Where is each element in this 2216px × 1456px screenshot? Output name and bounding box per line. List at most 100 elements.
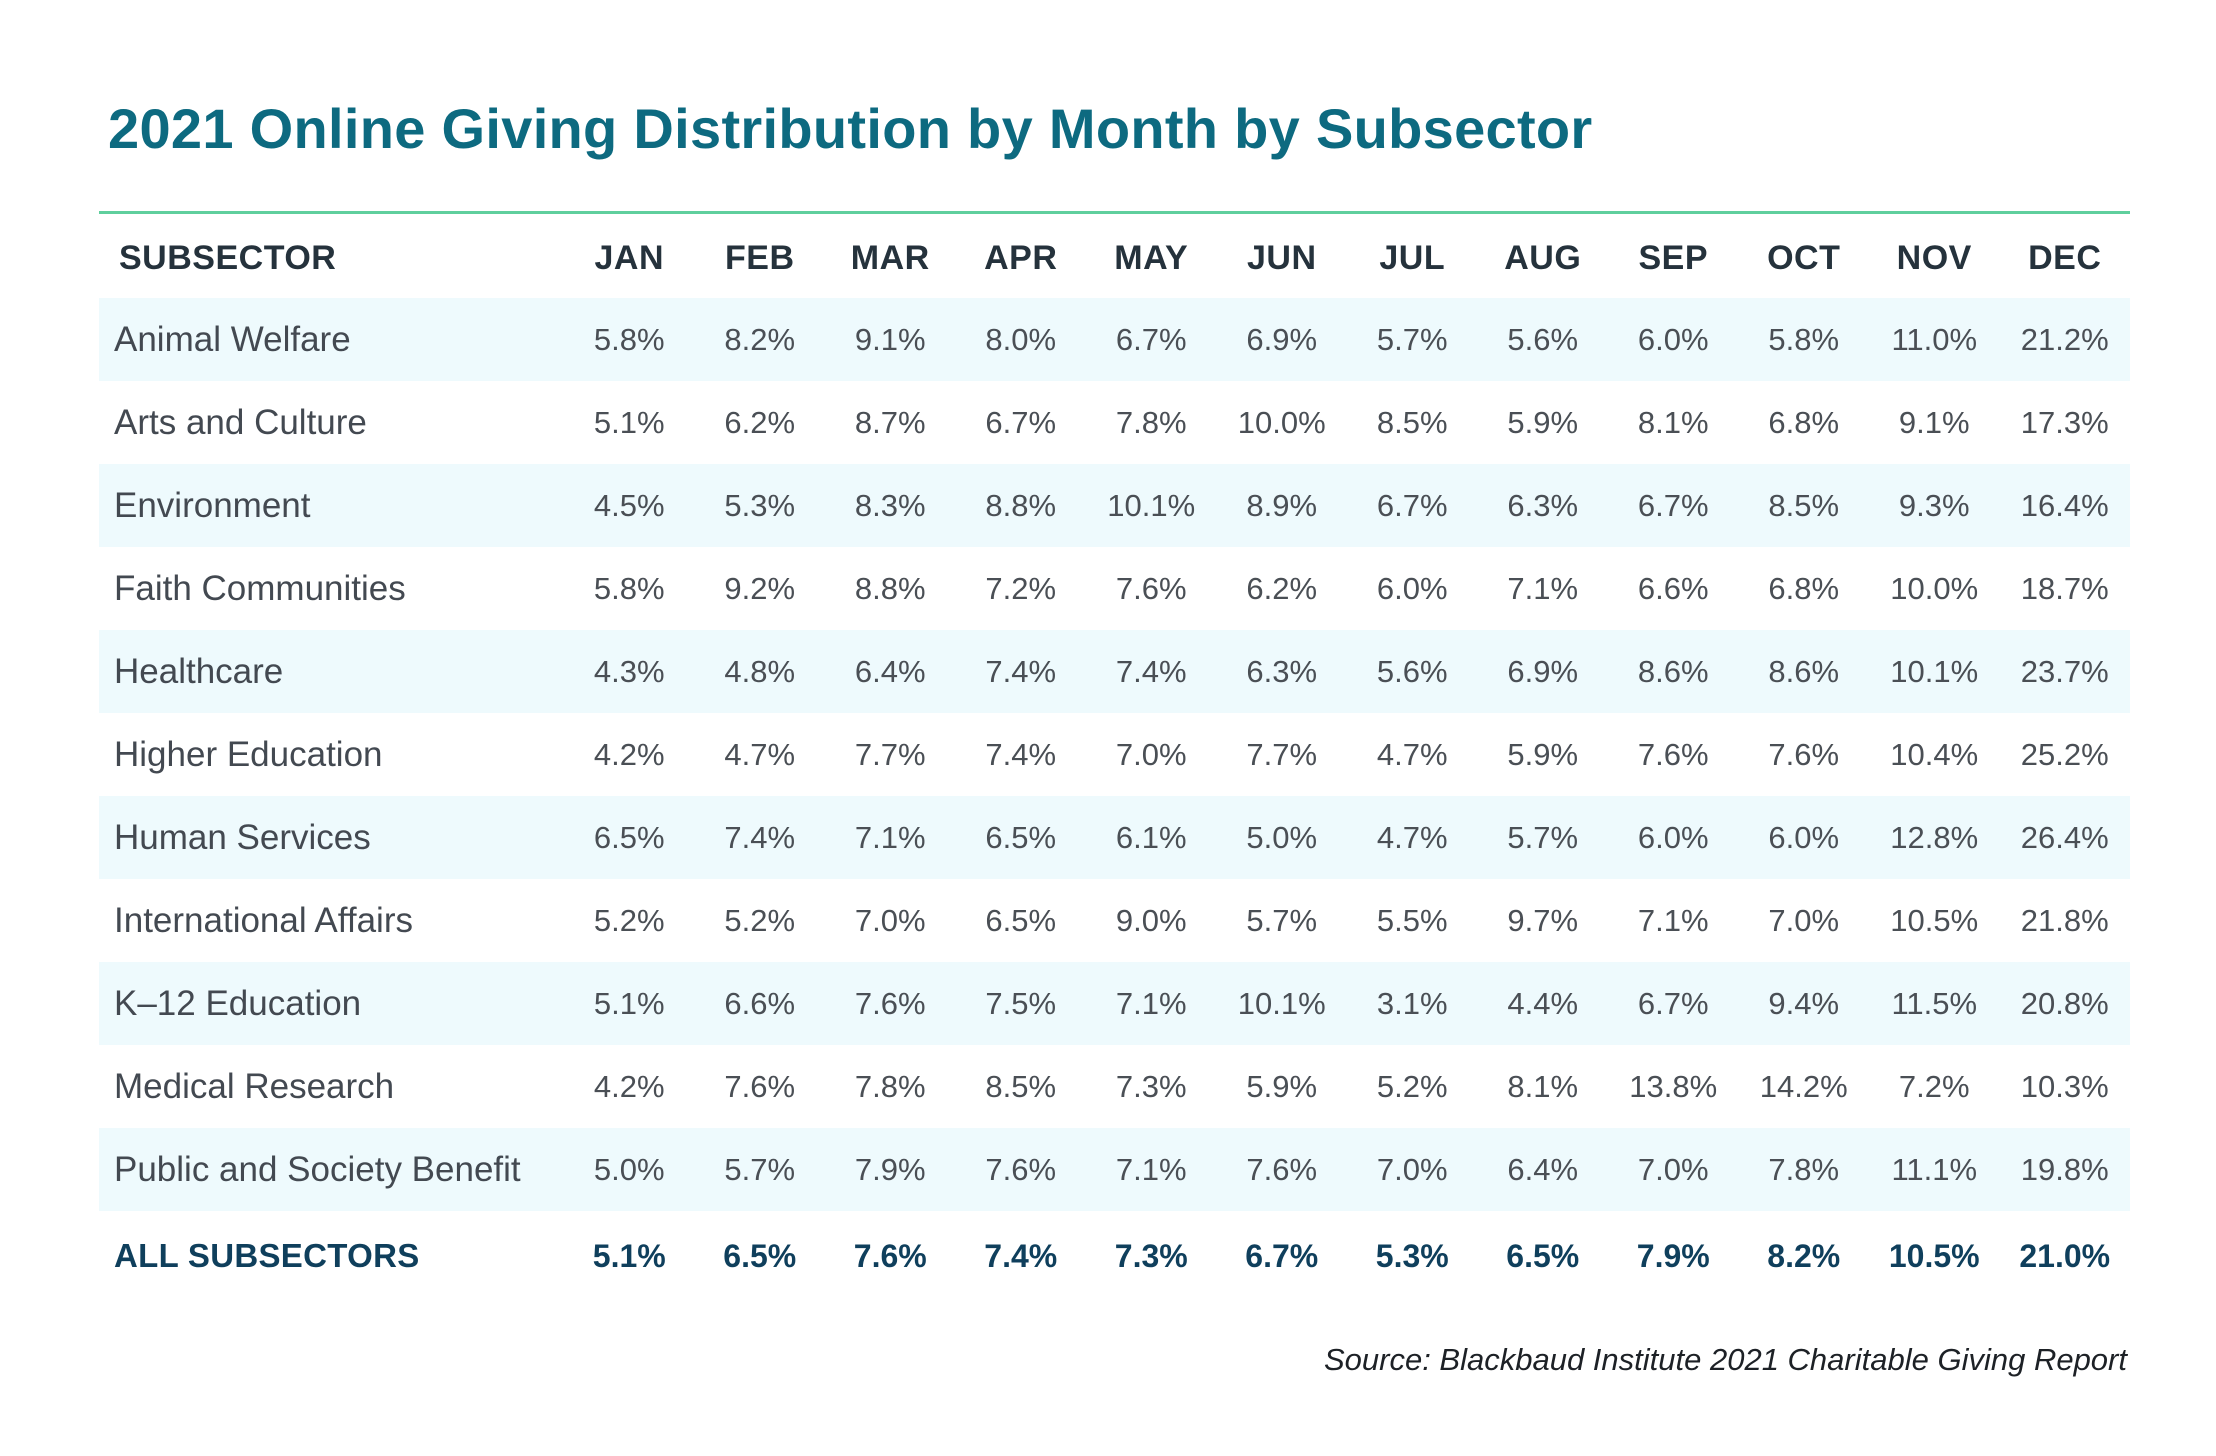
header-divider [99, 211, 2130, 214]
percent-cell-oct: 6.0% [1738, 796, 1869, 879]
column-header-feb: FEB [725, 238, 795, 277]
percent-cell-dec: 16.4% [1999, 464, 2130, 547]
percent-cell-jan: 5.8% [593, 570, 665, 606]
percent-cell-jan: 5.2% [593, 902, 665, 938]
percent-cell-dec: 19.8% [1999, 1128, 2130, 1211]
percent-cell-jun: 8.9% [1216, 464, 1347, 547]
total-percent-cell-jan: 5.1% [592, 1237, 666, 1274]
column-header-jun: JUN [1246, 238, 1317, 277]
subsector-name: Environment [99, 464, 564, 547]
percent-cell-feb: 6.6% [694, 962, 825, 1045]
percent-cell-aug: 5.6% [1477, 298, 1608, 381]
subsector-name: Faith Communities [114, 568, 406, 608]
total-percent-cell-apr: 7.4% [984, 1237, 1058, 1274]
percent-cell-jun: 7.7% [1246, 736, 1318, 772]
percent-cell-apr: 8.8% [955, 464, 1086, 547]
subsector-name: Public and Society Benefit [99, 1128, 564, 1211]
table-row: Healthcare 4.3% 4.8% 6.4% 7.4% 7.4% 6.3% 5.6% 6.… [99, 630, 2130, 713]
percent-cell-sep: 6.0% [1608, 796, 1739, 879]
total-percent-cell-nov: 10.5% [1888, 1237, 1980, 1274]
percent-cell-nov: 10.0% [1890, 570, 1979, 606]
table-row: Environment 4.5% 5.3% 8.3% 8.8% 10.1% 8.9% 6.7%… [99, 464, 2130, 547]
percent-cell-sep: 6.7% [1608, 464, 1739, 547]
percent-cell-dec: 20.8% [1999, 962, 2130, 1045]
subsector-name: Medical Research [114, 1066, 395, 1106]
total-label: ALL SUBSECTORS [114, 1237, 420, 1274]
percent-cell-feb: 7.6% [724, 1068, 796, 1104]
chart-title: 2021 Online Giving Distribution by Month… [108, 97, 1593, 160]
percent-cell-jun: 5.0% [1216, 796, 1347, 879]
column-header-aug: AUG [1504, 238, 1582, 277]
percent-cell-aug: 4.4% [1477, 962, 1608, 1045]
subsector-name: Healthcare [99, 630, 564, 713]
table-row: Higher Education 4.2% 4.7% 7.7% 7.4% 7.0% 7.7%… [99, 713, 2130, 796]
percent-cell-jun: 10.0% [1237, 404, 1326, 440]
percent-cell-nov: 9.3% [1869, 464, 2000, 547]
total-percent-cell-mar: 7.6% [853, 1237, 927, 1274]
table-row: Medical Research 4.2% 7.6% 7.8% 8.5% 7.3% 5.9%… [99, 1045, 2130, 1128]
percent-cell-oct: 8.5% [1738, 464, 1869, 547]
percent-cell-mar: 7.0% [854, 902, 926, 938]
percent-cell-aug: 5.7% [1477, 796, 1608, 879]
percent-cell-feb: 5.3% [694, 464, 825, 547]
percent-cell-sep: 6.0% [1608, 298, 1739, 381]
percent-cell-mar: 8.3% [825, 464, 956, 547]
column-header-sep: SEP [1638, 238, 1709, 277]
percent-cell-mar: 7.7% [854, 736, 926, 772]
percent-cell-jan: 4.2% [593, 1068, 665, 1104]
percent-cell-feb: 4.8% [694, 630, 825, 713]
column-header-jul: JUL [1379, 238, 1446, 277]
column-header-mar: MAR [850, 238, 930, 277]
percent-cell-sep: 7.6% [1637, 736, 1709, 772]
percent-cell-nov: 10.4% [1890, 736, 1979, 772]
table-row: Faith Communities 5.8% 9.2% 8.8% 7.2% 7.6% 6.2… [99, 547, 2130, 630]
percent-cell-may: 7.3% [1115, 1068, 1187, 1104]
total-row: ALL SUBSECTORS 5.1% 6.5% 7.6% 7.4% 7.3% 6.7% 5.… [99, 1211, 2130, 1301]
percent-cell-jun: 10.1% [1216, 962, 1347, 1045]
percent-cell-aug: 8.1% [1507, 1068, 1579, 1104]
percent-cell-apr: 7.5% [955, 962, 1086, 1045]
percent-cell-sep: 13.8% [1629, 1068, 1718, 1104]
percent-cell-sep: 6.7% [1608, 962, 1739, 1045]
column-header-dec: DEC [2028, 238, 2102, 277]
table-row: International Affairs 5.2% 5.2% 7.0% 6.5% 9.0… [99, 879, 2130, 962]
percent-cell-jan: 5.1% [564, 962, 695, 1045]
percent-cell-mar: 7.8% [854, 1068, 926, 1104]
percent-cell-sep: 7.1% [1637, 902, 1709, 938]
percent-cell-feb: 4.7% [724, 736, 796, 772]
percent-cell-apr: 6.5% [985, 902, 1057, 938]
percent-cell-apr: 7.6% [955, 1128, 1086, 1211]
percent-cell-feb: 5.2% [724, 902, 796, 938]
percent-cell-jul: 5.7% [1347, 298, 1478, 381]
percent-cell-dec: 21.2% [1999, 298, 2130, 381]
percent-cell-nov: 9.1% [1898, 404, 1970, 440]
column-header-apr: APR [984, 238, 1058, 277]
percent-cell-apr: 8.5% [985, 1068, 1057, 1104]
table-row: Human Services 6.5% 7.4% 7.1% 6.5% 6.1% 5.0% 4.… [99, 796, 2130, 879]
percent-cell-may: 9.0% [1115, 902, 1187, 938]
percent-cell-oct: 14.2% [1759, 1068, 1848, 1104]
percent-cell-oct: 7.0% [1768, 902, 1840, 938]
subsector-name: Animal Welfare [99, 298, 564, 381]
percent-cell-jul: 8.5% [1376, 404, 1448, 440]
table-row: Arts and Culture 5.1% 6.2% 8.7% 6.7% 7.8% 10.0… [99, 381, 2130, 464]
total-percent-cell-jun: 6.7% [1245, 1237, 1319, 1274]
percent-cell-feb: 8.2% [694, 298, 825, 381]
percent-cell-mar: 8.7% [854, 404, 926, 440]
percent-cell-may: 6.1% [1086, 796, 1217, 879]
percent-cell-jan: 5.0% [564, 1128, 695, 1211]
total-percent-cell-jul: 5.3% [1375, 1237, 1449, 1274]
table-row: Public and Society Benefit 5.0% 5.7% 7.9% 7.… [99, 1128, 2130, 1211]
subsector-name: Human Services [99, 796, 564, 879]
percent-cell-may: 7.1% [1086, 1128, 1217, 1211]
percent-cell-nov: 10.1% [1869, 630, 2000, 713]
percent-cell-jan: 5.1% [593, 404, 665, 440]
total-percent-cell-oct: 8.2% [1767, 1237, 1841, 1274]
total-percent-cell-sep: 7.9% [1636, 1237, 1710, 1274]
percent-cell-dec: 18.7% [2020, 570, 2109, 606]
column-header-subsector: SUBSECTOR [119, 238, 337, 277]
percent-cell-jun: 6.9% [1216, 298, 1347, 381]
percent-cell-mar: 7.6% [825, 962, 956, 1045]
table-row: Animal Welfare 5.8% 8.2% 9.1% 8.0% 6.7% 6.9% 5.… [99, 298, 2130, 381]
percent-cell-dec: 17.3% [2020, 404, 2109, 440]
